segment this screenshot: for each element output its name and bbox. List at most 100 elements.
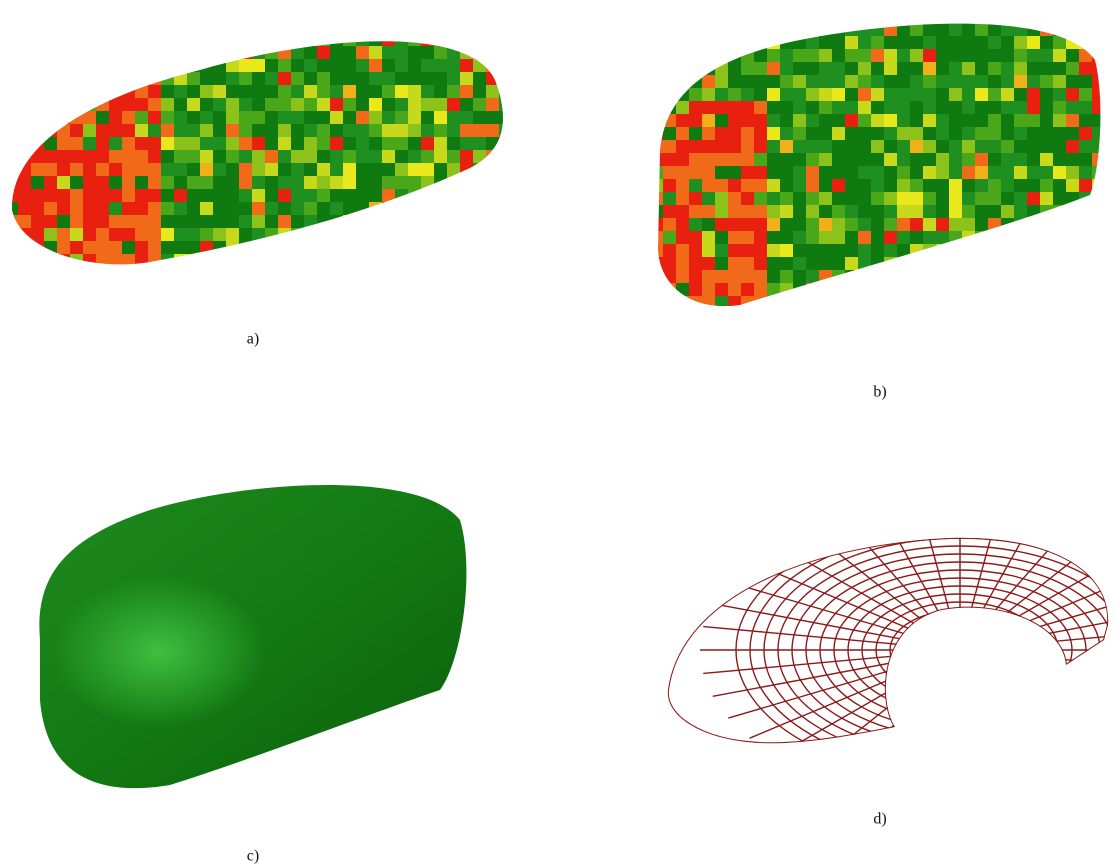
tile <box>832 75 846 89</box>
tile <box>18 33 32 47</box>
tile <box>884 127 898 141</box>
tile <box>741 101 755 115</box>
tile <box>884 192 898 206</box>
tile <box>200 33 214 47</box>
tile <box>1040 23 1054 37</box>
tile <box>200 59 214 73</box>
tile <box>304 98 318 112</box>
tile <box>499 189 513 203</box>
tile <box>135 111 149 125</box>
tile <box>96 59 110 73</box>
tile <box>174 267 188 281</box>
tile <box>676 49 690 63</box>
tile <box>135 267 149 281</box>
tile <box>1105 270 1117 284</box>
tile <box>1001 166 1015 180</box>
tile <box>96 98 110 112</box>
tile <box>135 228 149 242</box>
tile <box>382 254 396 268</box>
tile <box>5 137 19 151</box>
tile <box>975 75 989 89</box>
tile <box>135 20 149 34</box>
tile <box>1092 140 1106 154</box>
tile <box>884 140 898 154</box>
tile <box>187 59 201 73</box>
tile <box>486 267 500 281</box>
tile <box>382 33 396 47</box>
tile <box>1105 36 1117 50</box>
tile <box>910 218 924 232</box>
tile <box>421 137 435 151</box>
tile <box>1066 296 1080 310</box>
tile <box>1105 244 1117 258</box>
tile <box>663 257 677 271</box>
tile <box>187 137 201 151</box>
tile <box>728 166 742 180</box>
tile <box>650 205 664 219</box>
tile <box>122 176 136 190</box>
tile <box>83 111 97 125</box>
tile <box>252 59 266 73</box>
tile <box>715 23 729 37</box>
tile <box>408 241 422 255</box>
tile <box>702 179 716 193</box>
tile <box>936 296 950 310</box>
tile <box>161 111 175 125</box>
tile <box>728 257 742 271</box>
tile <box>343 72 357 86</box>
tile <box>278 59 292 73</box>
tile <box>499 20 513 34</box>
tile <box>343 20 357 34</box>
tile <box>291 202 305 216</box>
tile <box>356 254 370 268</box>
tile <box>291 20 305 34</box>
tile <box>715 166 729 180</box>
wire <box>960 650 1078 784</box>
tile <box>278 124 292 138</box>
tile <box>291 46 305 60</box>
tile <box>226 46 240 60</box>
tile <box>858 283 872 297</box>
tile <box>460 46 474 60</box>
tile <box>819 62 833 76</box>
tile <box>806 179 820 193</box>
tile <box>1053 205 1067 219</box>
tile <box>780 179 794 193</box>
tile <box>975 257 989 271</box>
tile <box>148 33 162 47</box>
tile <box>962 270 976 284</box>
tile <box>910 270 924 284</box>
tile <box>1001 257 1015 271</box>
tile <box>741 205 755 219</box>
tile <box>213 228 227 242</box>
tile <box>265 176 279 190</box>
tile <box>1066 36 1080 50</box>
tile <box>174 137 188 151</box>
tile <box>239 124 253 138</box>
tile <box>858 127 872 141</box>
wire <box>960 650 1117 696</box>
tile <box>499 46 513 60</box>
tile <box>265 150 279 164</box>
tile <box>884 270 898 284</box>
tile <box>109 202 123 216</box>
tile <box>793 101 807 115</box>
tile <box>871 296 885 310</box>
tile <box>122 72 136 86</box>
tile <box>213 111 227 125</box>
tile <box>650 244 664 258</box>
tile <box>161 20 175 34</box>
tile <box>44 215 58 229</box>
tile <box>936 166 950 180</box>
tile <box>96 20 110 34</box>
tile <box>356 72 370 86</box>
tile <box>910 179 924 193</box>
tile <box>1066 270 1080 284</box>
tile <box>57 111 71 125</box>
tile <box>265 46 279 60</box>
tile <box>1040 153 1054 167</box>
tile <box>663 205 677 219</box>
tile <box>1079 270 1093 284</box>
tile <box>44 46 58 60</box>
tile <box>213 124 227 138</box>
